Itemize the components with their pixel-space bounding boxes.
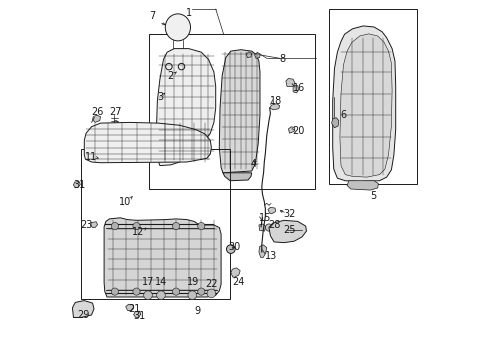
Circle shape — [187, 291, 196, 300]
Text: 8: 8 — [278, 54, 285, 64]
Polygon shape — [72, 301, 94, 318]
Text: 12: 12 — [132, 227, 144, 237]
Polygon shape — [223, 173, 251, 181]
Circle shape — [133, 222, 140, 230]
Text: 31: 31 — [133, 311, 145, 321]
Text: 16: 16 — [292, 83, 305, 93]
Bar — [149, 34, 314, 189]
Text: 3: 3 — [157, 92, 163, 102]
Polygon shape — [254, 53, 260, 58]
Text: 10: 10 — [119, 197, 131, 207]
Text: 19: 19 — [187, 276, 199, 287]
Polygon shape — [104, 218, 221, 297]
Circle shape — [265, 224, 272, 231]
Circle shape — [197, 222, 204, 230]
Text: 11: 11 — [84, 152, 97, 162]
Circle shape — [111, 222, 118, 230]
Polygon shape — [288, 127, 294, 133]
Polygon shape — [156, 49, 215, 166]
Bar — [328, 9, 416, 184]
Text: 28: 28 — [267, 220, 280, 230]
Text: 31: 31 — [73, 180, 85, 190]
Text: 26: 26 — [91, 107, 103, 117]
Polygon shape — [258, 245, 266, 257]
Circle shape — [143, 291, 152, 300]
Circle shape — [197, 288, 204, 295]
Polygon shape — [133, 311, 141, 318]
Text: 13: 13 — [264, 251, 276, 261]
Polygon shape — [90, 222, 98, 228]
Text: 6: 6 — [340, 110, 346, 120]
Circle shape — [226, 245, 235, 253]
Polygon shape — [125, 304, 133, 311]
Polygon shape — [339, 34, 391, 177]
Circle shape — [206, 289, 215, 298]
Text: 30: 30 — [228, 242, 241, 252]
Polygon shape — [267, 207, 275, 214]
Text: 18: 18 — [270, 96, 282, 106]
Text: 2: 2 — [167, 71, 173, 81]
Polygon shape — [331, 118, 338, 128]
Polygon shape — [292, 86, 298, 93]
Text: 22: 22 — [204, 279, 217, 289]
Polygon shape — [219, 50, 260, 173]
Text: 1: 1 — [185, 8, 191, 18]
Polygon shape — [258, 224, 265, 231]
Text: 21: 21 — [127, 303, 140, 314]
Circle shape — [172, 222, 179, 230]
Polygon shape — [246, 52, 251, 58]
Text: 14: 14 — [155, 276, 167, 287]
Text: 5: 5 — [369, 191, 375, 201]
Text: 27: 27 — [109, 107, 122, 117]
Polygon shape — [285, 78, 294, 86]
Circle shape — [156, 291, 165, 300]
Text: 4: 4 — [250, 159, 256, 169]
Polygon shape — [269, 104, 279, 110]
Ellipse shape — [165, 14, 190, 41]
Circle shape — [133, 288, 140, 295]
Circle shape — [111, 288, 118, 295]
Polygon shape — [332, 26, 395, 181]
Text: 7: 7 — [149, 11, 156, 21]
Text: 29: 29 — [77, 310, 89, 320]
Bar — [81, 149, 230, 299]
Polygon shape — [92, 115, 101, 122]
Text: 25: 25 — [283, 225, 295, 235]
Text: 24: 24 — [231, 276, 244, 287]
Text: 23: 23 — [81, 220, 93, 230]
Polygon shape — [84, 122, 211, 163]
Text: 9: 9 — [194, 306, 201, 316]
Text: 17: 17 — [142, 276, 154, 287]
Polygon shape — [73, 181, 80, 188]
Text: 32: 32 — [283, 209, 295, 219]
Polygon shape — [346, 181, 378, 190]
Text: 20: 20 — [292, 126, 305, 136]
Circle shape — [172, 288, 179, 295]
Polygon shape — [230, 268, 240, 277]
Polygon shape — [268, 220, 306, 243]
Text: 15: 15 — [259, 213, 271, 223]
